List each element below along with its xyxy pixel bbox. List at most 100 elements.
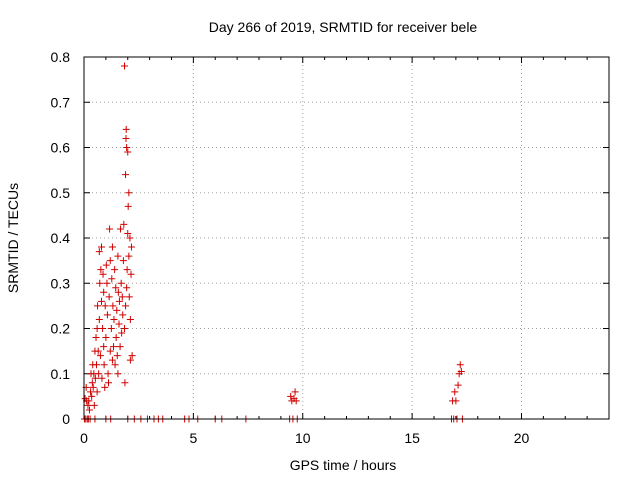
data-point <box>102 334 110 342</box>
data-point <box>106 257 114 265</box>
data-point <box>108 243 116 251</box>
data-point <box>125 293 133 301</box>
data-point <box>121 379 129 387</box>
y-tick-label: 0.3 <box>51 275 71 291</box>
y-tick-label: 0 <box>62 411 70 427</box>
tick-labels: 0 0.1 0.2 0.3 0.4 0.5 0.6 0.7 0.8 0 5 10 15 20 <box>51 49 530 446</box>
data-point <box>120 220 128 228</box>
data-point <box>94 347 102 355</box>
plot-frame <box>83 56 610 420</box>
y-tick-label: 0.2 <box>51 321 71 337</box>
data-point <box>127 243 135 251</box>
data-point <box>117 225 125 233</box>
data-point <box>98 243 105 251</box>
data-point <box>88 392 96 400</box>
data-point <box>454 381 462 389</box>
data-point <box>97 266 105 274</box>
y-tick-label: 0.4 <box>51 230 71 246</box>
data-point <box>104 370 112 378</box>
data-point <box>105 379 112 387</box>
data-point <box>123 284 131 292</box>
data-point <box>89 383 97 391</box>
data-point <box>112 284 120 292</box>
data-point <box>124 148 132 156</box>
data-point <box>95 370 103 378</box>
data-point <box>291 388 299 396</box>
data-point <box>122 302 130 310</box>
data-point <box>108 275 116 283</box>
data-point <box>90 401 98 409</box>
data-point <box>114 288 122 296</box>
data-point <box>95 248 103 256</box>
data-point <box>122 125 130 133</box>
data-point <box>119 311 127 319</box>
data-point <box>87 388 95 396</box>
data-point <box>123 144 131 151</box>
data-point <box>92 334 100 342</box>
data-point <box>113 306 121 314</box>
y-axis-label: SRMTID / TECUs <box>5 183 21 293</box>
data-point <box>113 352 121 360</box>
data-point <box>115 320 123 328</box>
data-point <box>457 367 465 375</box>
data-point <box>103 279 111 287</box>
grid-lines <box>84 57 609 419</box>
y-tick-label: 0.6 <box>51 140 71 156</box>
data-point <box>120 62 128 70</box>
data-point <box>108 356 116 364</box>
data-point <box>118 329 126 337</box>
data-point <box>115 297 123 305</box>
x-tick-label: 20 <box>514 430 530 446</box>
data-point <box>122 171 130 179</box>
data-point <box>110 315 118 323</box>
data-point <box>109 302 117 310</box>
data-point <box>118 293 126 301</box>
axis-ticks <box>83 56 609 420</box>
x-tick-label: 5 <box>189 430 197 446</box>
data-point <box>125 189 133 197</box>
data-point <box>103 311 111 319</box>
y-tick-label: 0.1 <box>51 366 71 382</box>
data-point <box>96 352 104 360</box>
data-point <box>451 388 459 396</box>
data-point <box>84 401 92 409</box>
data-point <box>127 270 135 278</box>
data-point <box>106 347 114 355</box>
data-point <box>100 343 108 351</box>
x-tick-label: 0 <box>80 430 88 446</box>
data-point <box>92 361 100 369</box>
data-point <box>88 379 96 387</box>
data-point <box>100 288 108 296</box>
x-axis-label: GPS time / hours <box>290 457 397 473</box>
data-point <box>292 397 300 405</box>
data-point <box>99 325 107 332</box>
data-points <box>80 62 466 423</box>
y-tick-label: 0.8 <box>51 49 71 65</box>
data-point <box>101 383 109 391</box>
data-point <box>98 374 106 382</box>
data-point <box>124 229 132 237</box>
data-point <box>93 388 101 396</box>
data-point <box>122 134 130 142</box>
data-point <box>94 302 102 310</box>
data-point <box>126 356 134 364</box>
data-point <box>112 334 120 342</box>
y-tick-label: 0.5 <box>51 185 71 201</box>
data-point <box>85 406 93 414</box>
data-point <box>125 252 133 260</box>
data-point <box>99 270 107 278</box>
data-point <box>106 225 114 233</box>
data-point <box>120 325 128 332</box>
data-point <box>126 234 134 242</box>
data-point <box>456 361 464 369</box>
data-point <box>100 361 108 369</box>
data-point <box>85 397 93 405</box>
data-point <box>98 297 105 305</box>
data-point <box>107 325 115 332</box>
x-tick-label: 10 <box>295 430 311 446</box>
y-tick-label: 0.7 <box>51 94 71 110</box>
data-point <box>114 370 122 378</box>
data-point <box>111 361 119 369</box>
data-point <box>452 397 460 405</box>
data-point <box>114 252 122 260</box>
